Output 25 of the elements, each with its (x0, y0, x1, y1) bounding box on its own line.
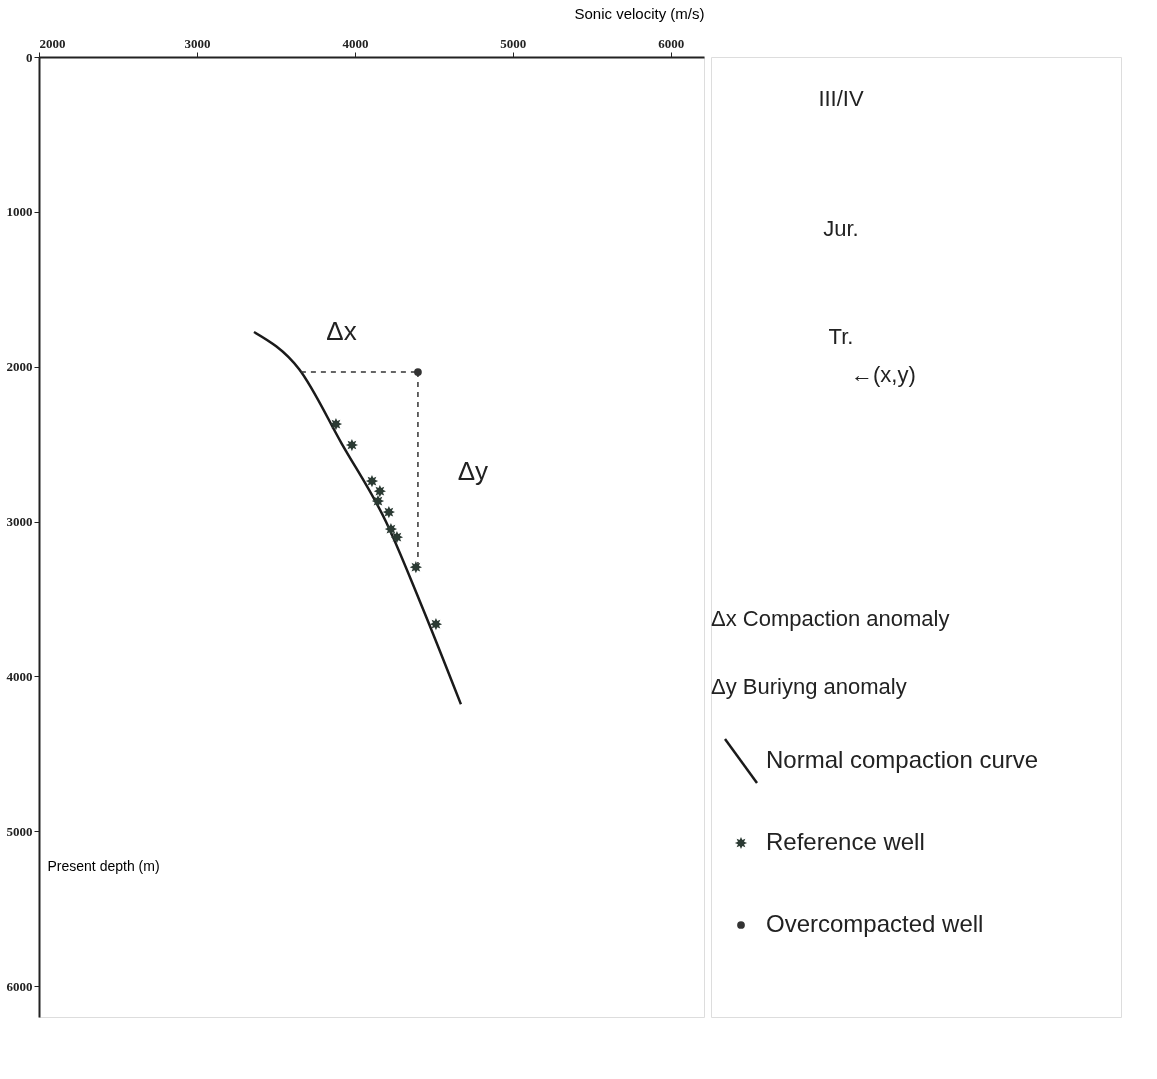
y-tick-label: 6000 (6, 978, 33, 994)
text: III/IV (818, 86, 864, 111)
y-tick-label: 1000 (6, 204, 33, 220)
y-tick-label: 5000 (6, 823, 33, 839)
x-tick-label: 6000 (658, 35, 685, 51)
annotation: Δy (457, 455, 489, 486)
x-tick-label: 5000 (500, 35, 527, 51)
y-tick-label: 3000 (6, 514, 33, 530)
x-tick-label: 4000 (342, 35, 369, 51)
y-axis-title: Present depth (m) (47, 857, 160, 874)
legend-label: Normal compaction curve (766, 746, 1039, 773)
x-axis-title: Sonic velocity (m/s) (574, 4, 705, 22)
y-tick-label: 2000 (6, 359, 33, 375)
text: ←(x,y) (851, 362, 916, 387)
legend-label: Reference well (766, 828, 925, 855)
x-tick-label: 3000 (184, 35, 211, 51)
y-tick-label: 0 (26, 49, 33, 65)
legend-label: Overcompacted well (766, 910, 984, 937)
y-tick-label: 4000 (6, 668, 33, 684)
text: Δy Buriyng anomaly (711, 674, 907, 699)
x-tick-label: 2000 (39, 35, 66, 51)
text: Δx Compaction anomaly (711, 606, 950, 631)
annotation: Δx (326, 316, 357, 347)
text: Tr. (828, 324, 854, 349)
text: Jur. (823, 216, 859, 241)
